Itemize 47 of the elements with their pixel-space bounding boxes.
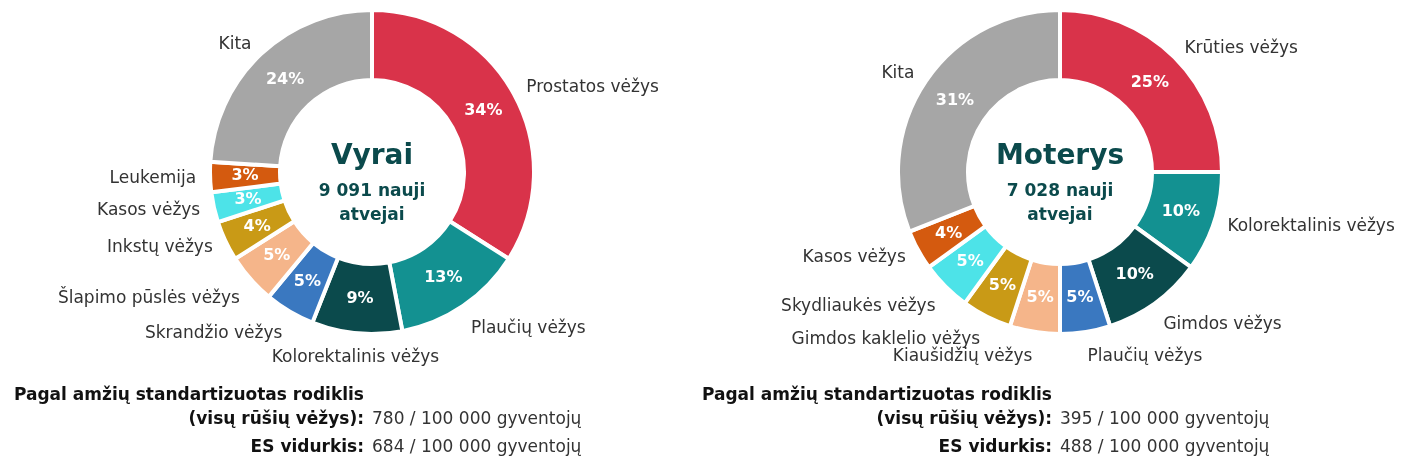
text: Moterys	[995, 138, 1125, 171]
data-label: 3%	[231, 165, 259, 185]
data-label: 3%	[234, 189, 262, 209]
data-label: 4%	[935, 222, 963, 242]
data-label: 13%	[424, 266, 463, 286]
slice-label: Leukemija	[109, 166, 197, 187]
slice-label: Krūties vėžys	[1184, 36, 1298, 57]
slice-label: Prostatos vėžys	[526, 76, 659, 97]
text: 7 028 nauji atvejai	[1006, 180, 1114, 224]
slice-label: Kolorektalinis vėžys	[1227, 215, 1395, 236]
slice-label: Kasos vėžys	[802, 245, 906, 266]
slice-label: Gimdos kaklelio vėžys	[791, 327, 981, 348]
text: ES vidurkis:	[938, 436, 1052, 456]
slice-label: Kita	[881, 62, 915, 83]
text: 684 / 100 000 gyventojų	[372, 436, 582, 456]
data-label: 34%	[464, 100, 503, 120]
slice-label: Kasos vėžys	[97, 199, 201, 220]
data-label: 5%	[263, 245, 291, 265]
data-label: 24%	[265, 68, 305, 88]
slice-label: Skydliaukės vėžys	[781, 295, 936, 316]
text: 488 / 100 000 gyventojų	[1060, 436, 1270, 456]
data-label: 25%	[1130, 71, 1169, 91]
slice-label: Inkstų vėžys	[107, 235, 213, 256]
text: Pagal amžių standartizuotas rodiklis (visų rūšių vėžys):	[701, 384, 1052, 428]
data-label: 9%	[346, 287, 374, 307]
data-label: 5%	[1066, 286, 1094, 306]
data-label: 5%	[1026, 286, 1054, 306]
slice-label: Plaučių vėžys	[1087, 344, 1203, 365]
text: 395 / 100 000 gyventojų	[1060, 408, 1270, 428]
text: Pagal amžių standartizuotas rodiklis (visų rūšių vėžys):	[13, 384, 364, 428]
data-label: 10%	[1115, 264, 1154, 284]
slice-label: Kita	[218, 32, 252, 53]
data-label: 10%	[1161, 200, 1200, 220]
data-label: 5%	[293, 270, 321, 290]
text: Vyrai	[330, 138, 414, 171]
text: ES vidurkis:	[250, 436, 364, 456]
data-label: 4%	[243, 215, 271, 235]
slice-label: Šlapimo pūslės vėžys	[57, 286, 241, 308]
data-label: 5%	[956, 251, 984, 271]
data-label: 5%	[988, 274, 1016, 294]
data-label: 31%	[935, 90, 975, 110]
text: 9 091 nauji atvejai	[318, 180, 426, 224]
slice-label: Skrandžio vėžys	[144, 322, 283, 343]
slice-label: Kolorektalinis vėžys	[271, 346, 440, 367]
slice-label: Plaučių vėžys	[470, 316, 586, 337]
text: 780 / 100 000 gyventojų	[372, 408, 582, 428]
slice-label: Gimdos vėžys	[1163, 313, 1282, 334]
